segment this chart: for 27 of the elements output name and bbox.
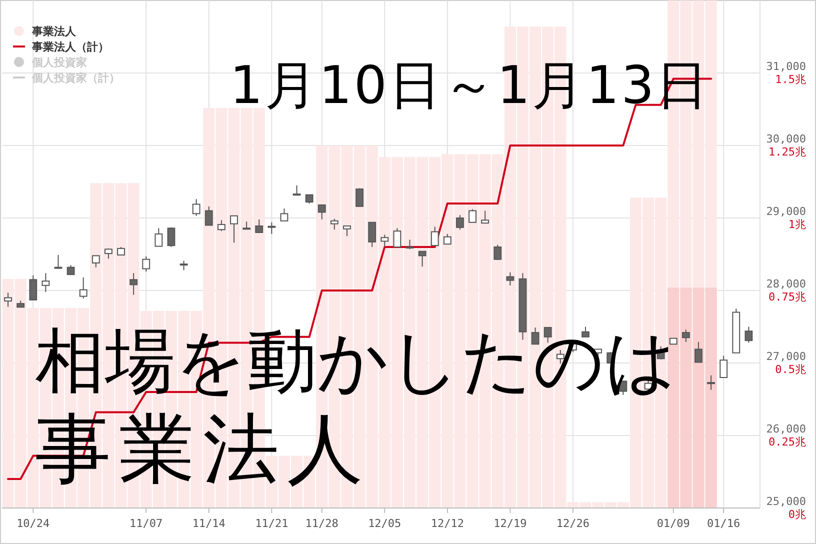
y-tick-label: 31,000 [766, 60, 806, 73]
y-tick-label: 27,000 [766, 350, 806, 363]
x-tick-label: 11/28 [305, 517, 338, 530]
y2-tick-label: 1.5兆 [775, 73, 806, 86]
x-tick-label: 12/26 [556, 517, 590, 530]
x-tick-label: 10/24 [16, 517, 50, 530]
y2-tick-label: 1兆 [788, 218, 806, 231]
y2-tick-label: 0.5兆 [775, 363, 806, 376]
y2-tick-label: 1.25兆 [768, 146, 806, 158]
y-tick-label: 29,000 [766, 205, 806, 218]
x-tick-label: 12/12 [430, 517, 464, 530]
x-tick-label: 01/09 [656, 517, 690, 530]
y-tick-label: 30,000 [766, 132, 806, 146]
legend-label: 事業法人 [31, 25, 77, 38]
x-tick-label: 12/05 [368, 517, 402, 530]
y-tick-label: 26,000 [766, 422, 806, 436]
y-tick-label: 28,000 [766, 278, 806, 290]
y2-tick-label: 0兆 [788, 508, 806, 521]
x-tick-label: 11/21 [255, 517, 288, 530]
x-tick-label: 12/19 [494, 517, 527, 530]
x-tick-label: 01/16 [707, 517, 740, 530]
y-tick-label: 25,000 [766, 495, 806, 508]
y2-tick-label: 0.25兆 [768, 436, 806, 448]
x-tick-label: 11/07 [130, 517, 163, 530]
x-tick-label: 11/14 [192, 517, 226, 530]
y2-tick-label: 0.75兆 [768, 290, 806, 304]
legend-label: 事業法人（計） [31, 40, 109, 54]
